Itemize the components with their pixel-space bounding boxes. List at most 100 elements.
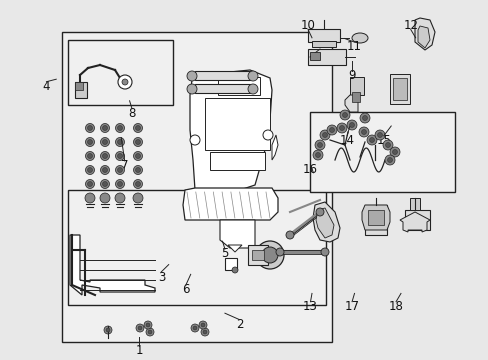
Bar <box>195 84 249 93</box>
Circle shape <box>101 138 109 147</box>
Bar <box>364 205 386 235</box>
Circle shape <box>102 140 107 144</box>
Circle shape <box>102 167 107 172</box>
Circle shape <box>87 126 92 131</box>
Text: 3: 3 <box>157 271 165 284</box>
Text: 4: 4 <box>42 80 50 93</box>
Polygon shape <box>417 26 429 48</box>
Circle shape <box>101 180 109 189</box>
Circle shape <box>339 126 344 131</box>
Circle shape <box>392 149 397 154</box>
Circle shape <box>339 110 349 120</box>
Polygon shape <box>345 95 357 112</box>
Circle shape <box>247 71 258 81</box>
Circle shape <box>85 180 94 189</box>
Circle shape <box>135 140 140 144</box>
Circle shape <box>315 208 324 216</box>
Circle shape <box>133 152 142 161</box>
Polygon shape <box>315 208 333 238</box>
Circle shape <box>358 127 368 137</box>
Text: 8: 8 <box>128 107 136 120</box>
Circle shape <box>201 323 204 327</box>
Circle shape <box>135 153 140 158</box>
Polygon shape <box>220 220 254 248</box>
Polygon shape <box>414 18 434 50</box>
Circle shape <box>85 123 94 132</box>
Circle shape <box>389 147 399 157</box>
Circle shape <box>377 132 382 138</box>
Circle shape <box>115 166 124 175</box>
Circle shape <box>319 130 329 140</box>
Circle shape <box>101 152 109 161</box>
Circle shape <box>135 167 140 172</box>
Polygon shape <box>409 198 419 210</box>
Circle shape <box>346 120 356 130</box>
Circle shape <box>386 158 392 162</box>
Bar <box>218 77 260 95</box>
Circle shape <box>117 153 122 158</box>
Bar <box>307 29 339 42</box>
Circle shape <box>320 248 328 256</box>
Circle shape <box>203 330 206 334</box>
Circle shape <box>101 166 109 175</box>
Polygon shape <box>399 212 429 232</box>
Text: 15: 15 <box>376 134 390 147</box>
Circle shape <box>115 180 124 189</box>
Circle shape <box>361 130 366 135</box>
Circle shape <box>384 155 394 165</box>
Circle shape <box>118 75 132 89</box>
Circle shape <box>231 267 238 273</box>
Circle shape <box>199 321 206 329</box>
Circle shape <box>138 326 142 330</box>
Circle shape <box>85 152 94 161</box>
Circle shape <box>190 135 200 145</box>
Bar <box>367 210 383 225</box>
Bar <box>404 210 429 230</box>
Text: 14: 14 <box>339 134 354 147</box>
Circle shape <box>275 248 284 256</box>
Ellipse shape <box>351 33 367 43</box>
Circle shape <box>133 166 142 175</box>
Polygon shape <box>190 70 271 190</box>
Circle shape <box>136 324 143 332</box>
Circle shape <box>201 328 208 336</box>
Circle shape <box>133 138 142 147</box>
Bar <box>309 112 454 192</box>
Circle shape <box>369 138 374 143</box>
Circle shape <box>146 328 154 336</box>
Bar <box>307 49 346 65</box>
Bar <box>349 77 363 95</box>
Circle shape <box>329 127 334 132</box>
Bar <box>389 74 409 104</box>
Circle shape <box>322 132 327 138</box>
Circle shape <box>135 181 140 186</box>
Bar <box>392 78 406 100</box>
Circle shape <box>385 143 390 148</box>
Polygon shape <box>312 202 339 242</box>
Circle shape <box>102 126 107 131</box>
Text: 6: 6 <box>182 283 189 296</box>
Circle shape <box>133 123 142 132</box>
Text: 7: 7 <box>121 159 128 172</box>
Circle shape <box>186 71 197 81</box>
Circle shape <box>359 113 369 123</box>
Circle shape <box>106 328 110 332</box>
Circle shape <box>285 231 293 239</box>
Circle shape <box>87 153 92 158</box>
Polygon shape <box>271 135 278 160</box>
Circle shape <box>317 143 322 148</box>
Circle shape <box>122 79 128 85</box>
Text: 11: 11 <box>346 40 361 53</box>
Circle shape <box>117 126 122 131</box>
Circle shape <box>87 140 92 144</box>
Circle shape <box>256 241 284 269</box>
Circle shape <box>247 84 258 94</box>
Circle shape <box>135 126 140 131</box>
Circle shape <box>263 130 272 140</box>
Text: 16: 16 <box>303 163 317 176</box>
Circle shape <box>342 112 347 117</box>
Circle shape <box>186 84 197 94</box>
Circle shape <box>87 181 92 186</box>
Text: 12: 12 <box>403 19 417 32</box>
Polygon shape <box>361 205 389 230</box>
